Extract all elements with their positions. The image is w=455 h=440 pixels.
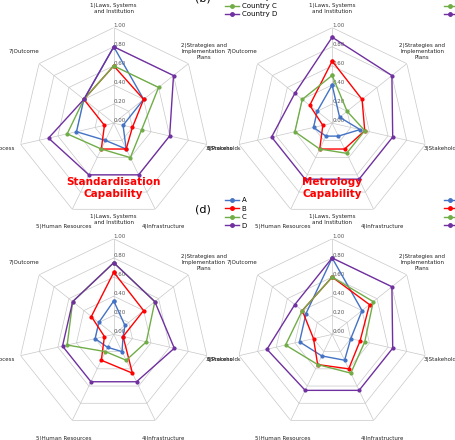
Legend: Country A, Country B, Country C, Country D: Country A, Country B, Country C, Country… [222,0,280,20]
Legend: A, B, C, D: A, B, C, D [441,194,455,231]
Legend: A, B, C, D: A, B, C, D [441,0,455,20]
Legend: A, B, C, D: A, B, C, D [222,194,250,231]
Text: (d): (d) [195,205,210,214]
Title: Standardisation
Capability: Standardisation Capability [66,177,161,199]
Text: (b): (b) [195,0,210,3]
Title: Metrology
Capability: Metrology Capability [302,177,362,199]
